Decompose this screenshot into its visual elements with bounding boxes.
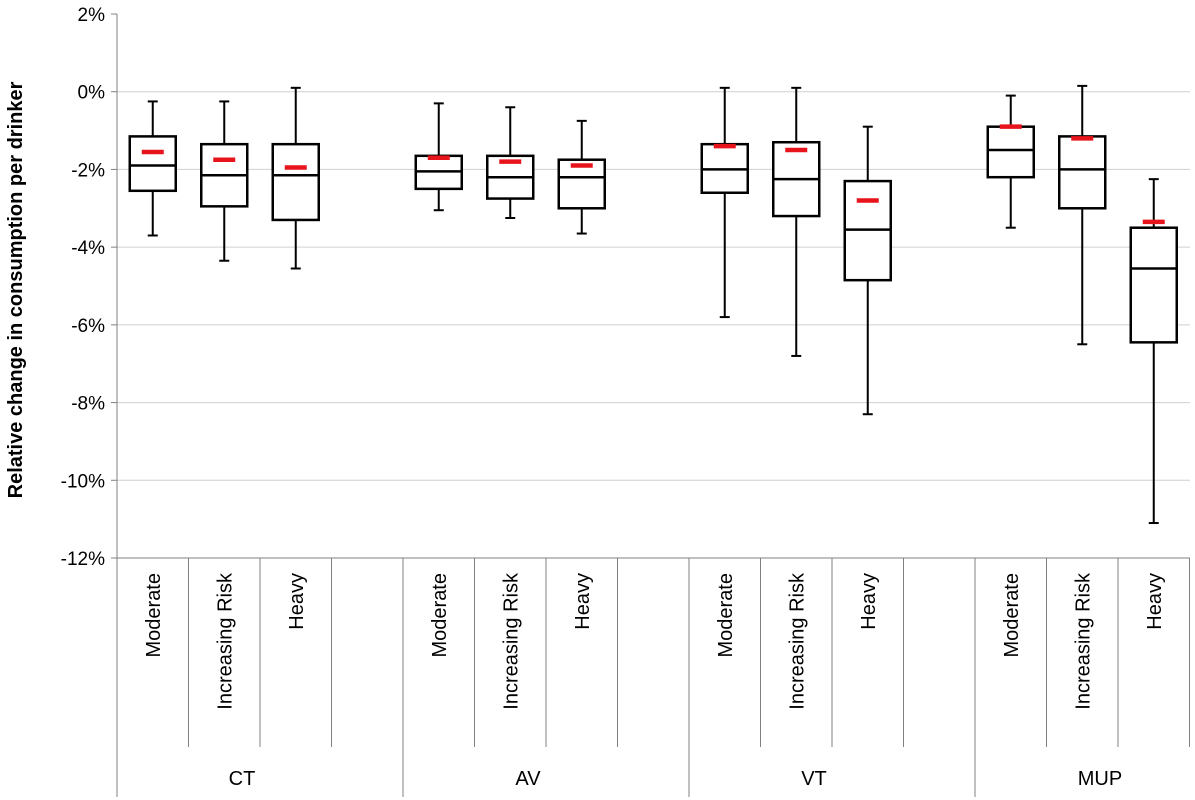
box-mup-1 (1058, 84, 1107, 346)
iqr-box (128, 135, 177, 193)
box-ct-2 (271, 86, 320, 270)
box-vt-0 (700, 86, 749, 319)
y-tick-label: -6% (71, 316, 105, 337)
box-vt-2 (843, 125, 892, 416)
category-label: Increasing Risk (500, 572, 522, 710)
y-tick-label: 0% (78, 83, 106, 104)
y-tick-label: -2% (71, 160, 105, 181)
y-tick-label: -4% (71, 238, 105, 259)
category-label: Heavy (572, 573, 594, 630)
labels: 2% 0% -2% -4% -6% -8% -10% -12% Moderate Increasi… (61, 5, 1166, 790)
box-av-2 (557, 119, 606, 235)
box-av-0 (414, 102, 463, 212)
group-label: CT (229, 768, 256, 790)
box-series (128, 84, 1178, 525)
box-av-1 (486, 106, 535, 219)
group-label: VT (801, 768, 827, 790)
iqr-box (557, 158, 606, 210)
axes (111, 13, 1190, 797)
iqr-box (1129, 226, 1178, 344)
category-label: Heavy (858, 573, 880, 630)
y-tick-label: 2% (78, 5, 106, 26)
group-label: MUP (1078, 768, 1122, 790)
box-mup-2 (1129, 178, 1178, 525)
box-ct-1 (200, 100, 249, 262)
box-vt-1 (772, 86, 821, 357)
box-mup-0 (986, 94, 1035, 229)
category-label: Increasing Risk (1072, 572, 1094, 710)
iqr-box (271, 142, 320, 222)
iqr-box (986, 125, 1035, 179)
y-axis-title: Relative change in consumption per drink… (5, 81, 27, 498)
category-label: Moderate (429, 573, 451, 658)
box-ct-0 (128, 100, 177, 237)
category-label: Moderate (1001, 573, 1023, 658)
category-label: Moderate (715, 573, 737, 658)
y-tick-label: -8% (71, 394, 105, 415)
category-label: Heavy (1144, 573, 1166, 630)
category-label: Heavy (286, 573, 308, 630)
y-tick-label: -10% (61, 471, 105, 492)
group-label: AV (515, 768, 541, 790)
category-label: Moderate (143, 573, 165, 658)
y-tick-label: -12% (61, 549, 105, 570)
category-label: Increasing Risk (214, 572, 236, 710)
iqr-box (1058, 135, 1107, 210)
category-label: Increasing Risk (786, 572, 808, 710)
